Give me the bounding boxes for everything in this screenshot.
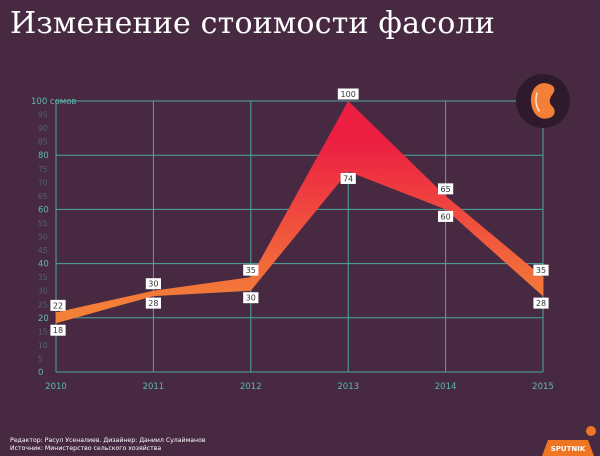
data-label-upper-box — [337, 88, 359, 100]
data-label-upper: 35 — [536, 266, 546, 275]
y-tick-label: 75 — [38, 165, 48, 174]
x-tick-label: 2014 — [435, 382, 457, 392]
data-label-upper-box — [533, 264, 549, 276]
y-tick-label: 25 — [38, 300, 48, 309]
data-label-upper: 100 — [341, 90, 356, 99]
data-label-lower: 30 — [246, 294, 256, 303]
y-tick-label: 90 — [38, 124, 48, 133]
sputnik-logo: SPUTNIK — [542, 426, 596, 456]
data-label-upper: 30 — [148, 280, 158, 289]
y-tick-label: 10 — [38, 341, 48, 350]
data-label-lower: 74 — [343, 174, 353, 183]
data-label-lower-box — [438, 210, 454, 222]
price-range-band — [56, 101, 543, 324]
y-tick-label: 5 — [38, 354, 43, 363]
data-label-lower: 28 — [536, 299, 546, 308]
sputnik-logo-dot — [586, 426, 596, 436]
y-tick-label: 40 — [38, 260, 49, 270]
data-label-lower-box — [50, 324, 66, 336]
credits-editor: Редактор: Расул Усеналиев. Дизайнер: Дан… — [10, 437, 206, 444]
y-tick-label: 65 — [38, 192, 48, 201]
y-tick-label: 0 — [38, 368, 43, 378]
sputnik-logo-text: SPUTNIK — [551, 445, 586, 453]
y-tick-label: 100 сомов — [31, 97, 76, 107]
y-tick-label: 80 — [38, 151, 49, 161]
y-tick-label: 95 — [38, 111, 48, 120]
x-tick-label: 2015 — [532, 382, 554, 392]
credits-source: Источник: Министерство сельского хозяйст… — [10, 445, 162, 452]
x-tick-label: 2010 — [45, 382, 67, 392]
y-tick-label: 20 — [38, 314, 49, 324]
bean-icon-highlight — [535, 92, 540, 112]
y-tick-label: 50 — [38, 233, 48, 242]
y-tick-label: 15 — [38, 327, 48, 336]
data-label-lower-box — [243, 292, 259, 304]
bean-icon-shape — [530, 83, 555, 119]
data-label-lower-box — [145, 297, 161, 309]
data-label-lower: 28 — [148, 299, 158, 308]
data-label-upper-box — [50, 299, 66, 311]
data-label-upper-box — [243, 264, 259, 276]
data-label-lower: 18 — [53, 326, 63, 335]
y-tick-label: 35 — [38, 273, 48, 282]
data-label-lower-box — [340, 172, 356, 184]
page-title: Изменение стоимости фасоли — [10, 6, 495, 41]
x-tick-label: 2011 — [143, 382, 165, 392]
data-label-upper: 65 — [441, 185, 451, 194]
data-label-upper: 35 — [246, 266, 256, 275]
y-tick-label: 85 — [38, 138, 48, 147]
x-tick-label: 2013 — [337, 382, 359, 392]
data-label-upper-box — [438, 183, 454, 195]
x-tick-label: 2012 — [240, 382, 262, 392]
y-tick-label: 55 — [38, 219, 48, 228]
credits: Редактор: Расул Усеналиев. Дизайнер: Дан… — [10, 437, 206, 453]
data-label-lower: 60 — [441, 212, 451, 221]
data-label-lower-box — [533, 297, 549, 309]
y-tick-label: 60 — [38, 205, 49, 215]
y-tick-label: 70 — [38, 178, 48, 187]
bean-icon — [516, 74, 570, 128]
data-label-upper: 22 — [53, 301, 63, 310]
sputnik-logo-bg — [542, 440, 594, 456]
y-tick-label: 30 — [38, 287, 48, 296]
data-label-upper-box — [145, 278, 161, 290]
y-tick-label: 45 — [38, 246, 48, 255]
